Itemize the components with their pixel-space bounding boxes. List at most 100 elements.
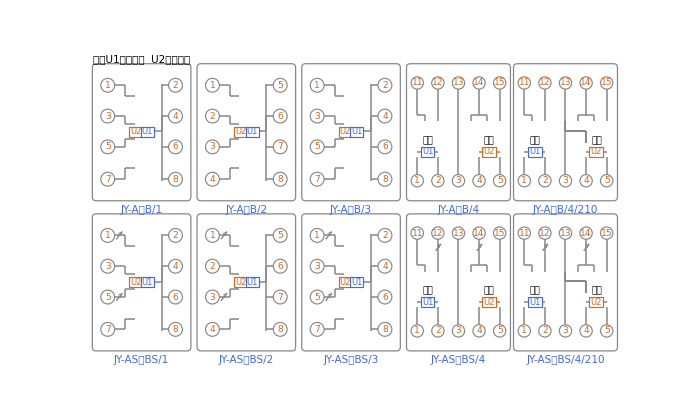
Bar xyxy=(421,297,435,307)
Circle shape xyxy=(432,325,444,337)
Text: 2: 2 xyxy=(173,231,178,240)
Text: 6: 6 xyxy=(277,112,283,121)
Text: JY-AS，BS/1: JY-AS，BS/1 xyxy=(114,355,169,365)
Circle shape xyxy=(539,227,551,239)
Circle shape xyxy=(310,229,324,243)
Text: 12: 12 xyxy=(539,229,551,238)
Text: 15: 15 xyxy=(494,229,505,238)
Circle shape xyxy=(273,172,287,186)
Circle shape xyxy=(273,109,287,123)
Circle shape xyxy=(206,79,219,92)
Text: U1: U1 xyxy=(246,277,258,287)
Bar xyxy=(528,297,542,307)
Circle shape xyxy=(273,322,287,336)
Circle shape xyxy=(559,325,572,337)
Circle shape xyxy=(273,79,287,92)
Text: JY-A，B/1: JY-A，B/1 xyxy=(120,205,162,215)
Text: 5: 5 xyxy=(497,326,503,335)
Text: 5: 5 xyxy=(314,292,320,301)
Circle shape xyxy=(169,290,183,304)
Circle shape xyxy=(432,175,444,187)
Text: 4: 4 xyxy=(209,325,216,334)
Bar xyxy=(130,127,142,137)
Text: 注：U1辅助电源  U2整定电压: 注：U1辅助电源 U2整定电压 xyxy=(93,54,190,64)
Text: 5: 5 xyxy=(277,231,283,240)
Text: U2: U2 xyxy=(235,127,246,136)
Circle shape xyxy=(452,325,465,337)
Text: 12: 12 xyxy=(432,229,444,238)
Text: 8: 8 xyxy=(382,325,388,334)
Text: 电源: 电源 xyxy=(529,136,540,145)
Circle shape xyxy=(452,175,465,187)
Text: 8: 8 xyxy=(277,175,283,184)
Text: U1: U1 xyxy=(422,297,433,306)
Text: 11: 11 xyxy=(412,229,423,238)
Text: 6: 6 xyxy=(382,292,388,301)
Circle shape xyxy=(539,77,551,89)
Bar xyxy=(141,127,154,137)
FancyBboxPatch shape xyxy=(407,214,510,351)
Text: 1: 1 xyxy=(414,176,420,185)
Text: 2: 2 xyxy=(435,176,441,185)
Text: U2: U2 xyxy=(130,127,141,136)
Text: 8: 8 xyxy=(173,325,178,334)
Circle shape xyxy=(169,229,183,243)
Circle shape xyxy=(169,172,183,186)
Text: 8: 8 xyxy=(173,175,178,184)
Bar xyxy=(589,297,603,307)
Text: 7: 7 xyxy=(277,142,283,151)
Circle shape xyxy=(378,290,392,304)
Text: U2: U2 xyxy=(591,147,602,156)
FancyBboxPatch shape xyxy=(514,214,617,351)
Circle shape xyxy=(539,325,551,337)
Text: JY-AS，BS/4/210: JY-AS，BS/4/210 xyxy=(526,355,605,365)
Text: 2: 2 xyxy=(542,176,547,185)
Text: 2: 2 xyxy=(542,326,547,335)
Circle shape xyxy=(378,322,392,336)
Circle shape xyxy=(473,77,485,89)
Circle shape xyxy=(101,322,115,336)
Text: U1: U1 xyxy=(351,277,363,287)
Circle shape xyxy=(378,172,392,186)
Text: 4: 4 xyxy=(173,112,178,121)
Circle shape xyxy=(310,109,324,123)
Text: 4: 4 xyxy=(583,176,589,185)
FancyBboxPatch shape xyxy=(92,64,191,201)
Text: 5: 5 xyxy=(604,176,610,185)
Circle shape xyxy=(494,227,506,239)
Circle shape xyxy=(310,172,324,186)
Text: 3: 3 xyxy=(209,142,216,151)
Text: U1: U1 xyxy=(529,297,540,306)
Text: 3: 3 xyxy=(456,176,461,185)
Text: 4: 4 xyxy=(476,176,482,185)
Text: U1: U1 xyxy=(141,127,153,136)
Circle shape xyxy=(432,77,444,89)
Text: JY-AS，BS/2: JY-AS，BS/2 xyxy=(218,355,274,365)
Circle shape xyxy=(206,322,219,336)
Text: 13: 13 xyxy=(453,229,464,238)
Circle shape xyxy=(169,79,183,92)
Circle shape xyxy=(580,77,592,89)
Text: 7: 7 xyxy=(277,292,283,301)
FancyBboxPatch shape xyxy=(197,214,295,351)
Text: 3: 3 xyxy=(314,262,320,271)
Text: 6: 6 xyxy=(382,142,388,151)
Text: 电源: 电源 xyxy=(529,286,540,295)
Text: 3: 3 xyxy=(105,262,111,271)
Text: 15: 15 xyxy=(601,79,612,88)
Text: 1: 1 xyxy=(105,231,111,240)
Circle shape xyxy=(518,175,531,187)
Text: U2: U2 xyxy=(340,127,351,136)
Circle shape xyxy=(452,227,465,239)
Text: 12: 12 xyxy=(539,79,551,88)
FancyBboxPatch shape xyxy=(514,64,617,201)
Bar xyxy=(589,147,603,157)
Circle shape xyxy=(273,140,287,154)
Circle shape xyxy=(452,77,465,89)
Circle shape xyxy=(494,175,506,187)
Circle shape xyxy=(169,140,183,154)
Text: 1: 1 xyxy=(314,81,320,90)
Circle shape xyxy=(601,77,613,89)
Text: U2: U2 xyxy=(591,297,602,306)
Circle shape xyxy=(378,79,392,92)
